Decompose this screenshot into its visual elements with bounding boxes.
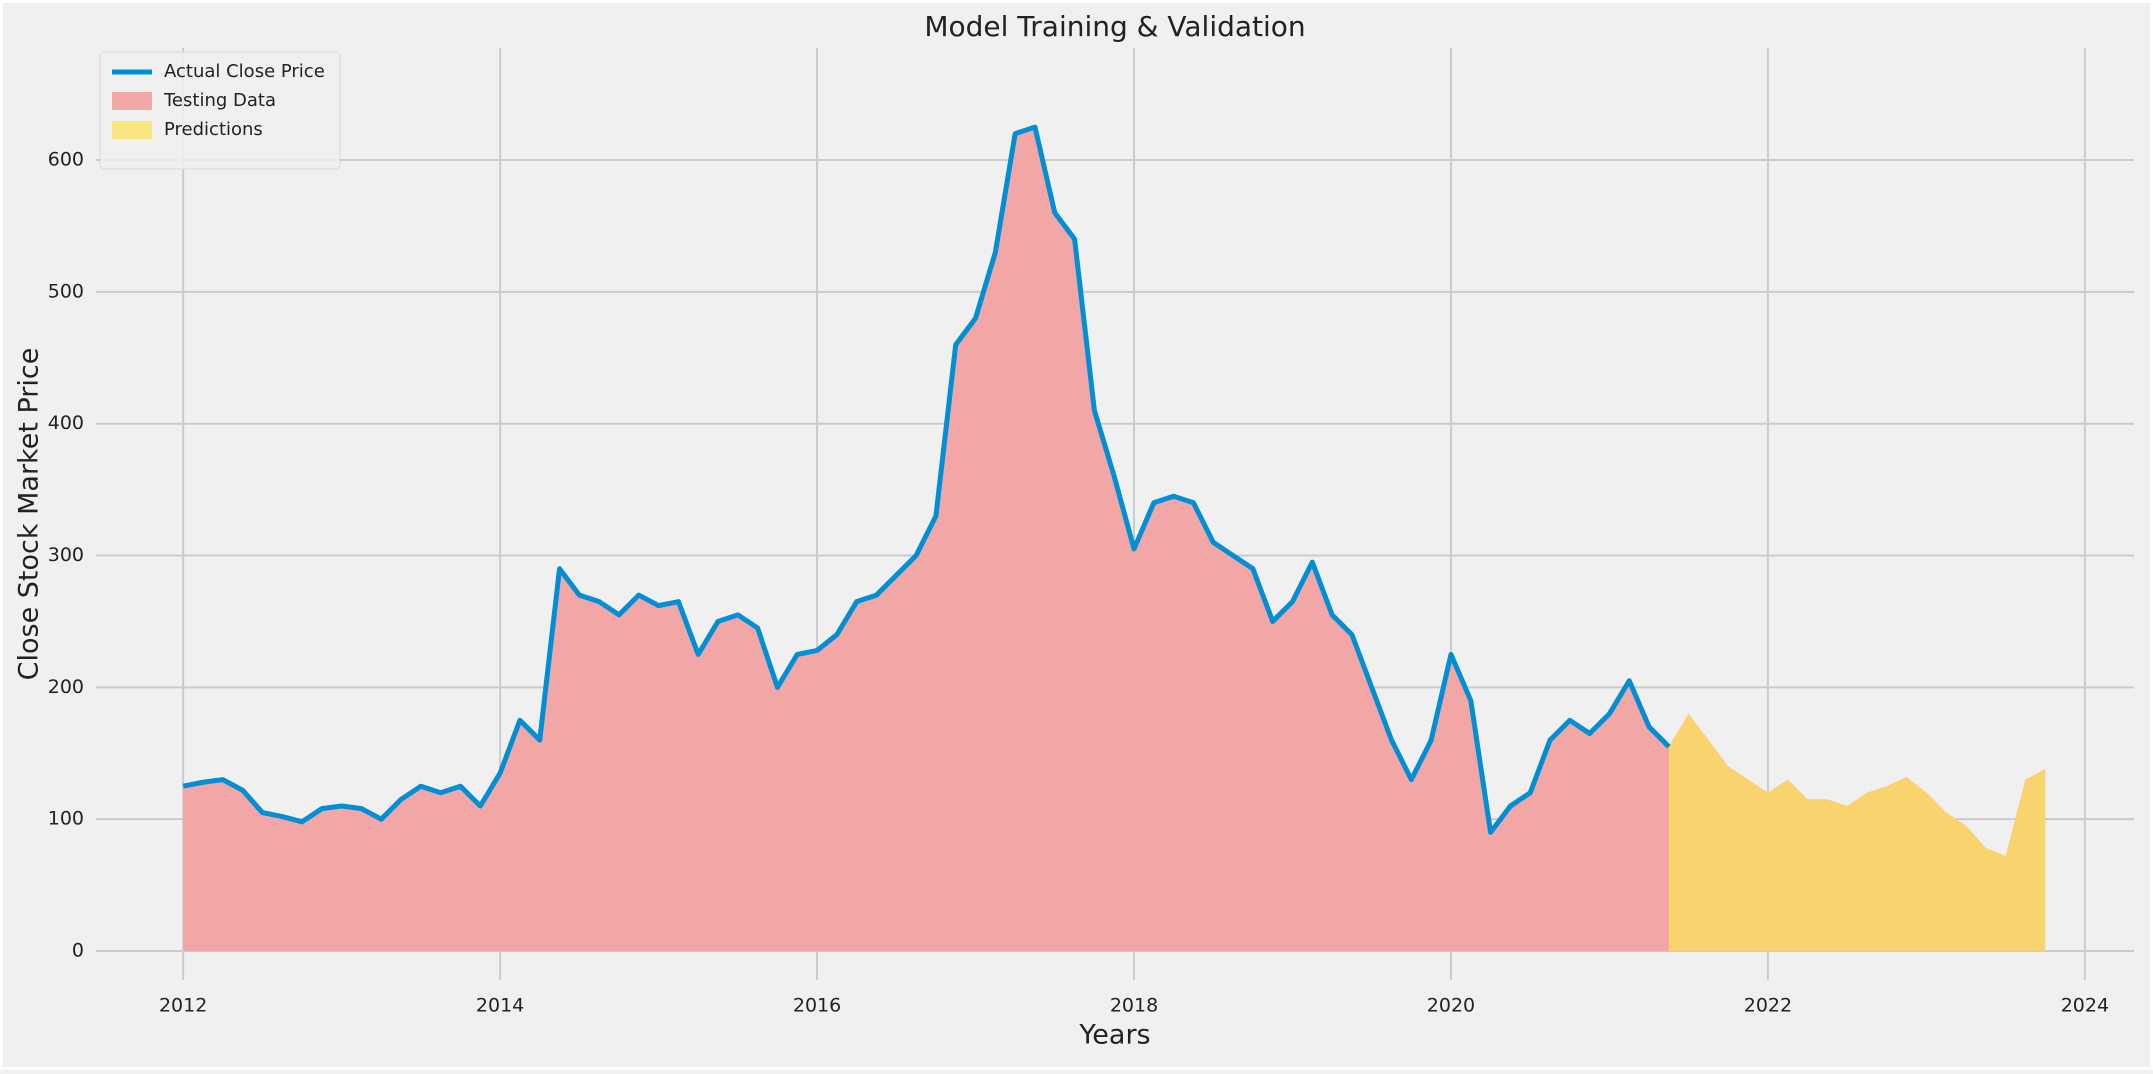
x-tick-label: 2020	[1427, 995, 1475, 1017]
x-axis-label: Years	[1078, 1020, 1150, 1051]
legend-key	[112, 92, 152, 110]
area	[1668, 713, 2046, 951]
chart-title: Model Training & Validation	[924, 10, 1305, 43]
legend-key	[112, 121, 152, 139]
line	[182, 124, 1671, 835]
legend-label: Actual Close Price	[164, 61, 325, 82]
legend-box	[99, 51, 341, 170]
y-tick-label: 600	[48, 149, 84, 171]
x-tick-label: 2018	[1110, 995, 1158, 1017]
x-tick-label: 2012	[159, 995, 207, 1017]
y-tick-label: 300	[48, 544, 84, 566]
legend-label: Predictions	[164, 119, 263, 140]
y-tick-label: 400	[48, 412, 84, 434]
y-tick-label: 500	[48, 280, 84, 302]
y-tick-label: 0	[72, 939, 84, 961]
x-tick-label: 2016	[793, 995, 841, 1017]
x-tick-label: 2024	[2061, 995, 2109, 1017]
y-axis-label: Close Stock Market Price	[14, 348, 45, 681]
y-tick-label: 100	[48, 808, 84, 830]
area	[183, 127, 2046, 951]
y-tick-label: 200	[48, 676, 84, 698]
x-tick-label: 2022	[1744, 995, 1792, 1017]
legend-label: Testing Data	[163, 90, 276, 111]
x-tick-label: 2014	[476, 995, 524, 1017]
